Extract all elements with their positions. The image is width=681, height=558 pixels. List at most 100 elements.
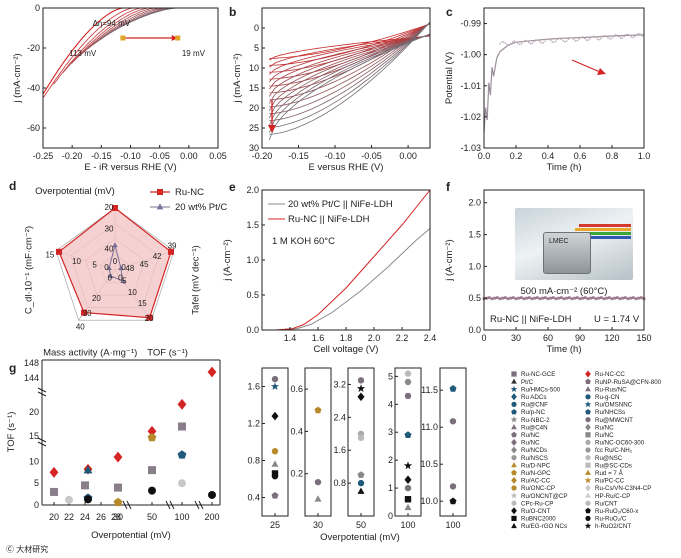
potential-point [511, 40, 514, 43]
left-label: 113 mV [69, 49, 97, 58]
xtick-c: 0.2 [510, 151, 523, 161]
ytick-a: 0 [35, 3, 40, 13]
potential-point [627, 33, 629, 36]
radar-ptc-point [107, 273, 114, 279]
legend-g-item: Ru ADCs [521, 394, 546, 401]
zoom-ytick: 1.6 [247, 382, 260, 392]
xtick-e: 2.4 [424, 333, 437, 343]
potential-point [529, 42, 532, 45]
xlabel-g: Overpotential (mV) [91, 530, 171, 541]
axis-break [169, 500, 175, 510]
legend-g-marker [585, 370, 591, 378]
stability-point [597, 296, 601, 300]
legend-g-marker [511, 371, 517, 377]
zoom-point [404, 392, 412, 400]
ytick-g: 0 [34, 500, 39, 510]
ytick-b: 5 [254, 43, 259, 53]
zoom-point [404, 503, 412, 511]
radar-axis-name: Overpotential (mV) [35, 186, 115, 197]
legend-g-marker [585, 394, 591, 400]
radar-center: 0 [113, 257, 118, 266]
legend-g-item: Pt/C [521, 379, 534, 386]
legend-g-item: Ru/PC-CC [595, 478, 625, 485]
radar-tick: 15 [138, 299, 147, 308]
xtick-b: -0.05 [361, 151, 382, 161]
stability-point [599, 296, 603, 300]
zoom-point [271, 460, 279, 467]
legend-g-item: Ru-Rus/NC [595, 386, 627, 393]
stability-point [557, 296, 561, 300]
stability-point [629, 296, 633, 300]
legend-g-marker [585, 386, 591, 392]
ytick-b: 10 [249, 63, 259, 73]
radar-center: 0 [107, 273, 112, 282]
stability-point [586, 297, 590, 301]
potential-point [630, 36, 633, 38]
zoom-point [357, 479, 365, 487]
ytick-c: -1.02 [460, 112, 481, 122]
ytick-f: 1.0 [468, 261, 481, 271]
voltage-label: U = 1.74 V [594, 314, 640, 325]
potential-point [641, 35, 643, 37]
potential-point [562, 39, 564, 42]
xtick-g: 30 [113, 512, 123, 522]
radar-ru-nc [58, 207, 172, 319]
potential-point [551, 41, 553, 43]
electrolyzer-photo: LMEC [515, 208, 633, 280]
potential-point [501, 41, 503, 43]
zoom-point [404, 378, 412, 386]
stability-point [621, 296, 625, 300]
legend-g-item: Ru-NC-CC [595, 371, 625, 378]
ytick-b: 15 [249, 83, 259, 93]
ytick-g: 10 [29, 456, 39, 466]
potential-point [628, 34, 631, 37]
potential-point [596, 38, 598, 40]
radar-tick: 10 [72, 257, 81, 266]
xtick-e: 1.8 [340, 333, 353, 343]
radar-ptc-point [118, 265, 124, 271]
zoom-point [404, 484, 412, 492]
legend-g-item: RuNP-RuSA@CFN-800 [595, 379, 662, 386]
xtick-g: 22 [64, 512, 74, 522]
legend-g-item: Ru-Cs/VN-C3N4-CP [595, 485, 651, 492]
potential-point [603, 34, 606, 37]
stability-point [610, 297, 614, 301]
zoom-ytick: 5 [388, 371, 393, 381]
radar-ptc-point [112, 242, 118, 248]
tof-point [81, 481, 89, 490]
xtick-a: 0.00 [180, 151, 198, 161]
ylabel-c: Potential (V) [444, 52, 455, 104]
arrow-head [597, 68, 606, 75]
legend-g-item: Ru@CNF [521, 402, 548, 409]
potential-point [614, 34, 616, 36]
xtick-f: 150 [636, 333, 651, 343]
legend-e: 20 wt% Pt/C || NiFe-LDH [288, 199, 393, 210]
curve-a [71, 7, 218, 64]
ytick-e: 1.0 [246, 255, 259, 265]
xtick-f: 30 [511, 333, 521, 343]
legend-g-marker [511, 431, 517, 438]
ytick-f: 2.0 [468, 198, 481, 208]
radar-grid [55, 207, 175, 321]
ytick-a: -40 [27, 83, 40, 93]
xtick-g: 20 [49, 512, 59, 522]
xtick-b: 0.00 [399, 151, 417, 161]
legend-g-marker [511, 507, 517, 515]
stability-point [495, 296, 499, 300]
marker-left [120, 35, 126, 41]
legend-g-item: h-RuO2/CNT [595, 523, 631, 530]
stability-point [551, 296, 555, 300]
zoom-point [357, 487, 365, 494]
watermark: Ⓒ 大材研究 [6, 544, 48, 554]
legend-g-marker [511, 393, 517, 401]
radar-tick: 40 [105, 244, 114, 253]
xlabel-a: E - iR versus RHE (V) [84, 162, 176, 173]
xtick-a: -0.20 [62, 151, 83, 161]
stability-point [594, 297, 598, 301]
zoom-point [357, 377, 365, 384]
potential-point [499, 42, 501, 45]
tof-point [50, 487, 58, 496]
stability-point [533, 296, 537, 300]
potential-point [619, 37, 622, 39]
